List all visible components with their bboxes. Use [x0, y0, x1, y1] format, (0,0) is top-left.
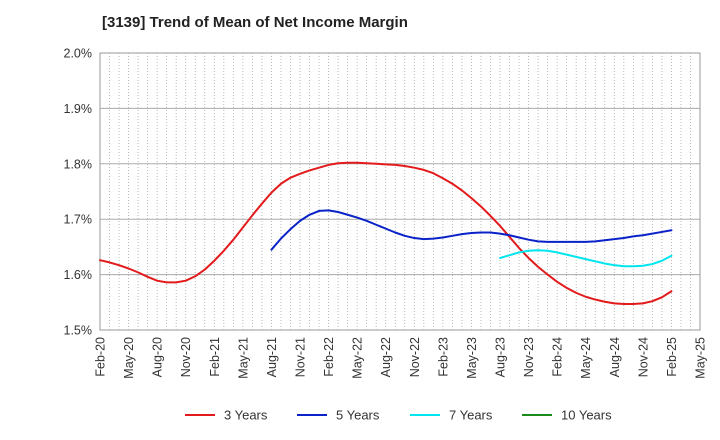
y-tick-label: 1.8% [64, 157, 93, 171]
y-tick-label: 1.7% [64, 213, 93, 227]
x-tick-label: Feb-22 [322, 337, 336, 377]
x-tick-label: Aug-22 [379, 337, 393, 377]
x-tick-label: May-23 [465, 337, 479, 379]
legend-label-1: 3 Years [224, 408, 268, 423]
axis-layer: 1.5% 1.6% 1.7% 1.8% 1.9% 2.0% Feb-20 May-20 Aug-… [64, 47, 708, 379]
x-tick-label: Aug-21 [265, 337, 279, 377]
x-tick-label: Feb-23 [436, 337, 450, 377]
grid-layer [99, 52, 701, 331]
x-tick-label: Aug-20 [151, 337, 165, 377]
x-tick-label: Feb-25 [665, 337, 679, 377]
x-tick-label: Nov-24 [636, 337, 650, 377]
x-tick-label: May-24 [579, 337, 593, 379]
x-tick-label: Nov-21 [294, 337, 308, 377]
x-tick-label: Feb-21 [208, 337, 222, 377]
x-tick-label: Nov-23 [522, 337, 536, 377]
series-line-2 [270, 209, 673, 251]
legend-label-2: 5 Years [336, 408, 380, 423]
y-tick-label: 1.9% [64, 102, 93, 116]
x-tick-label: Feb-24 [551, 337, 565, 377]
series-line-3 [499, 249, 673, 268]
y-tick-label: 2.0% [64, 47, 93, 61]
x-tick-label: May-22 [351, 337, 365, 379]
series-line-1 [99, 161, 673, 305]
legend-layer: 3 Years 5 Years 7 Years 10 Years [185, 408, 612, 423]
x-tick-label: Nov-20 [179, 337, 193, 377]
legend-label-4: 10 Years [561, 408, 612, 423]
series-layer [99, 161, 673, 305]
y-tick-label: 1.5% [64, 324, 93, 338]
x-tick-label: Nov-22 [408, 337, 422, 377]
x-tick-label: May-25 [694, 337, 708, 379]
y-tick-label: 1.6% [64, 268, 93, 282]
x-tick-label: Feb-20 [94, 337, 108, 377]
x-tick-label: Aug-24 [608, 337, 622, 377]
chart-title: [3139] Trend of Mean of Net Income Margi… [102, 14, 408, 31]
plot-frame [99, 52, 701, 331]
x-tick-label: May-21 [236, 337, 250, 379]
x-tick-label: Aug-23 [494, 337, 508, 377]
legend-label-3: 7 Years [449, 408, 493, 423]
x-tick-label: May-20 [122, 337, 136, 379]
